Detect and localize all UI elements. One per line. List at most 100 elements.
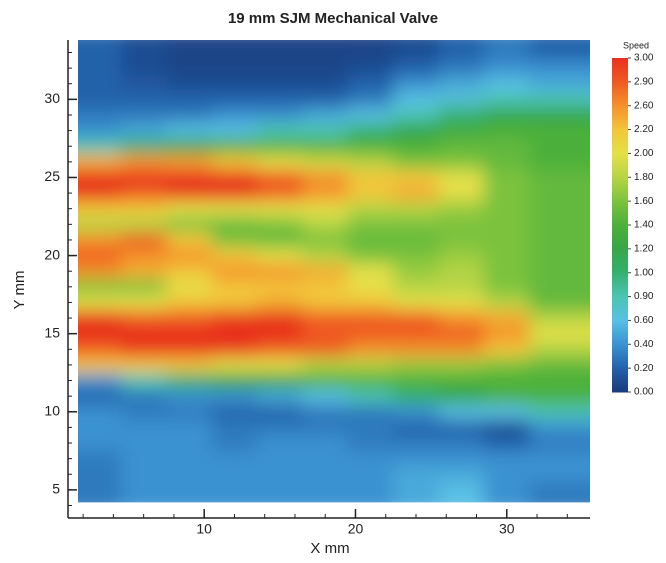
heat-cell — [529, 40, 590, 61]
heat-cell — [120, 60, 167, 77]
heat-cell — [484, 466, 530, 483]
heat-cell — [257, 372, 304, 389]
colorbar-label: 1.20 — [634, 243, 654, 254]
y-tick-label: 15 — [44, 324, 60, 340]
heat-cell — [78, 403, 122, 421]
heat-cell — [484, 247, 530, 264]
heat-cell — [438, 341, 485, 358]
heat-cell — [257, 310, 304, 327]
heat-cell — [529, 232, 590, 249]
heat-cell — [302, 419, 349, 436]
heat-cell — [438, 247, 485, 264]
heat-cell — [120, 325, 167, 342]
heat-cell — [393, 138, 440, 155]
colorbar-label: 2.60 — [634, 100, 654, 111]
heat-cell — [211, 450, 258, 467]
heat-cell — [211, 325, 258, 342]
heat-cell — [166, 263, 213, 280]
heat-cell — [438, 138, 485, 155]
heat-cell — [166, 450, 213, 467]
heat-cell — [393, 294, 440, 311]
heat-cell — [529, 372, 590, 389]
heat-cell — [484, 450, 530, 467]
heat-cell — [438, 482, 485, 503]
heat-cell — [347, 341, 394, 358]
heat-cell — [484, 310, 530, 327]
heat-cell — [529, 91, 590, 108]
heat-cell — [302, 232, 349, 249]
heat-cell — [484, 341, 530, 358]
heat-cell — [78, 482, 122, 503]
heat-cell — [347, 169, 394, 186]
heat-cell — [166, 60, 213, 77]
heat-cell — [257, 216, 304, 233]
heat-cell — [78, 435, 122, 452]
heat-cell — [484, 403, 530, 421]
heat-cell — [529, 200, 590, 218]
heat-cell — [78, 138, 122, 155]
heat-cell — [302, 263, 349, 280]
heat-cell — [120, 154, 167, 171]
heat-cell — [78, 450, 122, 467]
y-tick-label: 25 — [44, 168, 60, 184]
heat-cell — [166, 403, 213, 421]
heat-cell — [166, 435, 213, 452]
heat-cell — [302, 450, 349, 467]
heat-cell — [347, 388, 394, 405]
colorbar-segment — [612, 105, 628, 131]
heat-cell — [257, 325, 304, 342]
heat-cell — [302, 169, 349, 186]
heat-cell — [393, 154, 440, 171]
heat-cell — [438, 60, 485, 77]
heat-cell — [347, 403, 394, 421]
colorbar-segment — [612, 129, 628, 154]
heat-cell — [211, 91, 258, 108]
heat-cell — [438, 107, 485, 124]
heat-cell — [211, 60, 258, 77]
heat-cell — [484, 60, 530, 77]
heat-cell — [438, 232, 485, 249]
heat-cell — [484, 185, 530, 202]
heat-cell — [393, 60, 440, 77]
heat-cell — [257, 419, 304, 436]
heat-cell — [484, 154, 530, 171]
heat-cell — [166, 232, 213, 249]
heat-cell — [257, 247, 304, 264]
colorbar-label: 1.00 — [634, 267, 654, 278]
heat-cell — [438, 185, 485, 202]
heat-cell — [302, 216, 349, 233]
heat-cell — [120, 310, 167, 327]
colorbar-label: 0.90 — [634, 291, 654, 302]
heat-cell — [484, 122, 530, 139]
heat-cell — [347, 138, 394, 155]
heat-cell — [347, 279, 394, 296]
heat-cell — [393, 185, 440, 202]
heat-cell — [166, 107, 213, 124]
heat-cell — [166, 310, 213, 327]
heat-cell — [257, 294, 304, 311]
heat-cell — [78, 60, 122, 77]
heat-cell — [529, 310, 590, 327]
heat-cell — [166, 247, 213, 264]
heat-cell — [302, 388, 349, 405]
heat-cell — [302, 200, 349, 218]
heat-cell — [393, 388, 440, 405]
heat-cell — [302, 435, 349, 452]
heat-cell — [120, 107, 167, 124]
heat-cell — [211, 154, 258, 171]
heat-cell — [78, 40, 122, 61]
heat-cell — [438, 91, 485, 108]
heat-cell — [393, 216, 440, 233]
heat-cell — [211, 122, 258, 139]
heat-cell — [211, 279, 258, 296]
chart-title: 19 mm SJM Mechanical Valve — [228, 10, 438, 27]
heat-cell — [347, 294, 394, 311]
heat-cell — [211, 263, 258, 280]
heat-cell — [257, 91, 304, 108]
heat-cell — [78, 216, 122, 233]
heat-cell — [120, 388, 167, 405]
y-tick-label: 10 — [44, 402, 60, 418]
heat-cell — [302, 122, 349, 139]
heat-cell — [166, 466, 213, 483]
heat-cell — [438, 200, 485, 218]
